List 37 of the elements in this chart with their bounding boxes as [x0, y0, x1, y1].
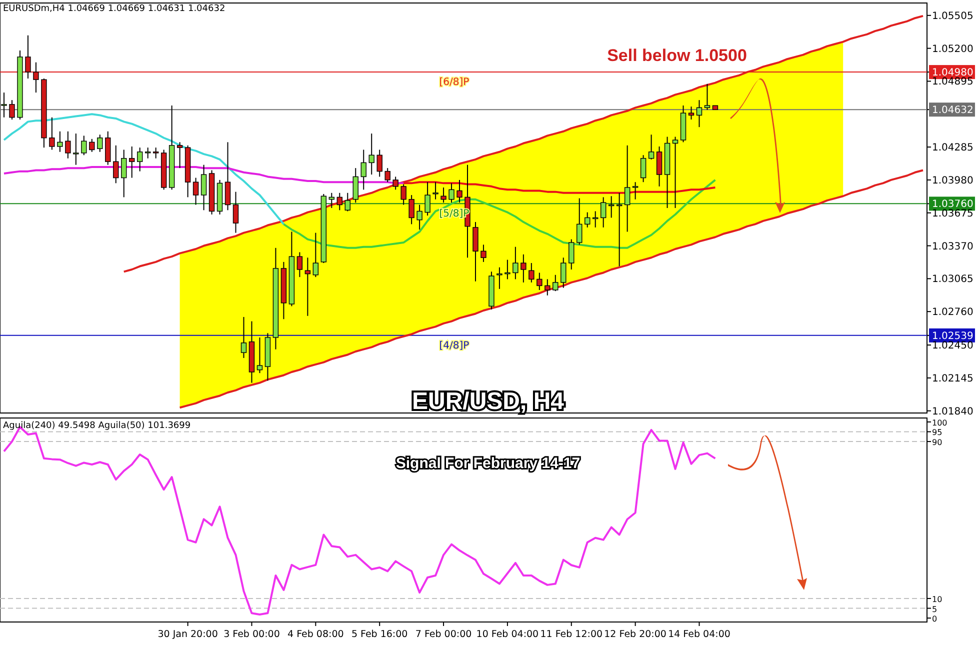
text: Signal For February 14-17 — [396, 455, 580, 472]
x-tick-label: 5 Feb 16:00 — [351, 629, 408, 640]
ref-line-label: [6/8]P — [439, 77, 470, 88]
annotation: Sell below 1.0500 — [607, 46, 747, 65]
x-tick-label: 7 Feb 00:00 — [415, 629, 472, 640]
y-tick-label: 1.02760 — [932, 307, 974, 318]
y-tick-label: 1.04895 — [932, 76, 974, 88]
y-tick-label: 1.05505 — [932, 10, 974, 22]
y-tick-label: 0 — [932, 614, 938, 624]
y-tick-label: 1.03370 — [932, 241, 974, 252]
y-tick-label: 100 — [932, 418, 948, 428]
x-tick-label: 30 Jan 20:00 — [158, 629, 218, 640]
y-tick-label: 95 — [932, 428, 942, 438]
y-tick-label: 5 — [932, 604, 938, 614]
annotation: Aguila(240) 49.5498 Aguila(50) 101.3699 — [3, 421, 191, 431]
x-tick-label: 12 Feb 20:00 — [604, 629, 666, 640]
y-tick-label: 1.03760 — [932, 199, 974, 210]
y-tick-label: 1.03065 — [932, 274, 974, 286]
annotation: EURUSDm,H4 1.04669 1.04669 1.04631 1.04632 — [3, 4, 226, 14]
y-tick-label: 90 — [932, 438, 942, 448]
y-tick-label: 1.02450 — [932, 340, 974, 352]
y-tick-label: 1.01840 — [932, 406, 974, 418]
y-tick-label: 1.04632 — [932, 105, 974, 116]
y-tick-label: 1.03980 — [932, 175, 974, 186]
x-tick-label: 14 Feb 04:00 — [668, 629, 730, 640]
chart-title: EUR/USD, H4 — [412, 388, 565, 415]
y-tick-label: 1.02145 — [932, 373, 974, 384]
x-tick-label: 4 Feb 08:00 — [288, 629, 344, 640]
x-tick-label: 10 Feb 04:00 — [476, 629, 539, 640]
y-tick-label: 1.04285 — [932, 142, 974, 154]
y-tick-label: 1.02539 — [932, 330, 974, 342]
x-tick-label: 3 Feb 00:00 — [224, 629, 280, 640]
y-tick-label: 1.05200 — [932, 44, 974, 55]
y-tick-label: 1.03675 — [932, 208, 974, 220]
y-tick-label: 10 — [932, 594, 942, 604]
x-tick-label: 11 Feb 12:00 — [540, 629, 603, 640]
ref-line-label: [4/8]P — [439, 340, 470, 352]
